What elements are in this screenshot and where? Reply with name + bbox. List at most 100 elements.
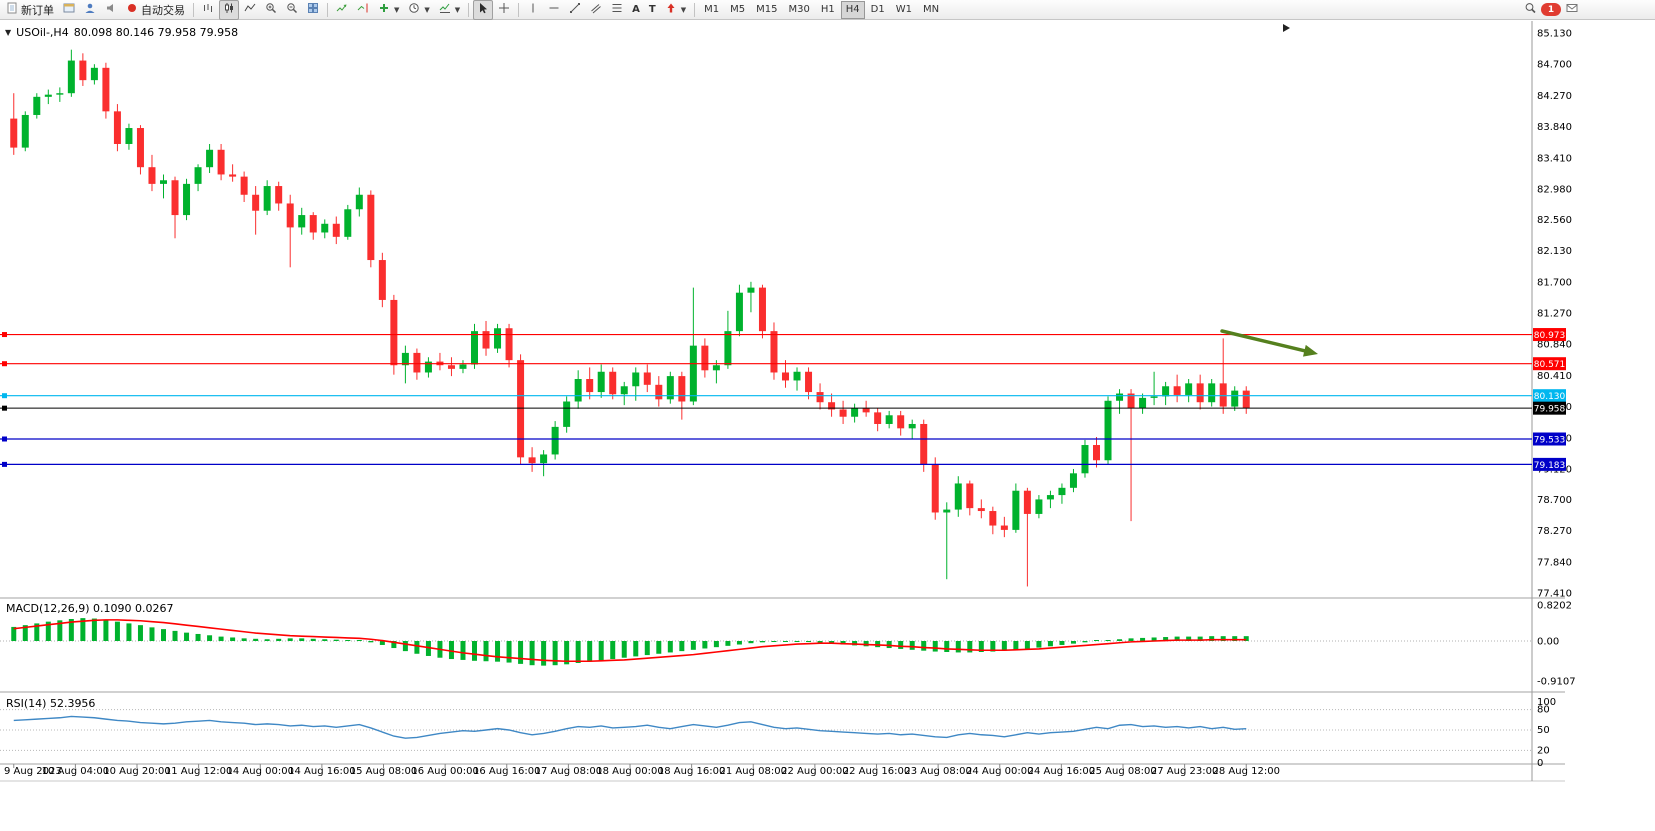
chart-line-button[interactable]	[240, 0, 260, 20]
svg-text:10 Aug 20:00: 10 Aug 20:00	[103, 766, 170, 777]
price-badges: 80.973 80.571 80.130 79.958 79.533 79.183	[1533, 328, 1566, 471]
new-chart-button[interactable]: ▼	[374, 0, 403, 20]
svg-text:83.840: 83.840	[1537, 122, 1572, 133]
timeframe-m5[interactable]: M5	[730, 4, 746, 15]
zoom-in-button[interactable]	[261, 0, 281, 20]
svg-text:77.840: 77.840	[1537, 557, 1572, 568]
chart-bars-button[interactable]	[198, 0, 218, 20]
chart-symbol-title: USOil-,H4	[16, 26, 69, 39]
line-chart-icon	[244, 2, 256, 17]
svg-text:23 Aug 08:00: 23 Aug 08:00	[904, 766, 971, 777]
svg-text:78.270: 78.270	[1537, 526, 1572, 537]
svg-text:0.8202: 0.8202	[1537, 600, 1572, 611]
trendline-button[interactable]	[565, 0, 585, 20]
chart-candles-button[interactable]	[219, 0, 239, 20]
chart-axes	[0, 21, 1565, 782]
svg-text:82.980: 82.980	[1537, 184, 1572, 195]
zoom-out-button[interactable]	[282, 0, 302, 20]
line-anchor-marker	[2, 393, 7, 399]
svg-text:81.270: 81.270	[1537, 309, 1572, 320]
svg-text:25 Aug 08:00: 25 Aug 08:00	[1089, 766, 1156, 777]
line-anchor-marker	[2, 461, 7, 467]
mail-button[interactable]	[1562, 0, 1582, 20]
horizontal-line-icon	[548, 2, 560, 17]
chevron-down-icon: ▼	[424, 5, 430, 14]
fibonacci-button[interactable]	[607, 0, 627, 20]
svg-text:14 Aug 00:00: 14 Aug 00:00	[227, 766, 294, 777]
terminal-window-button[interactable]	[59, 0, 79, 20]
svg-text:80.840: 80.840	[1537, 340, 1572, 351]
svg-text:11 Aug 12:00: 11 Aug 12:00	[165, 766, 232, 777]
svg-text:24 Aug 00:00: 24 Aug 00:00	[966, 766, 1033, 777]
svg-text:100: 100	[1537, 697, 1556, 708]
svg-text:85.130: 85.130	[1537, 29, 1572, 40]
toolbar-separator	[468, 2, 470, 17]
indicators-button[interactable]: ▼	[435, 0, 464, 20]
chart-shift-button[interactable]	[353, 0, 373, 20]
channel-button[interactable]	[586, 0, 606, 20]
zoom-in-icon	[265, 2, 277, 17]
text-tool-button[interactable]: A	[628, 0, 644, 20]
notification-badge[interactable]: 1	[1541, 3, 1561, 16]
new-order-label: 新订单	[21, 3, 54, 17]
price-axis: 85.130 84.700 84.270 83.840 83.410 82.980 82.5…	[1537, 29, 1572, 600]
label-tool-label: T	[648, 4, 656, 15]
svg-text:83.410: 83.410	[1537, 153, 1572, 164]
auto-scroll-icon	[336, 2, 348, 17]
svg-text:79.958: 79.958	[1534, 405, 1566, 415]
periods-button[interactable]: ▼	[404, 0, 433, 20]
timeframe-w1[interactable]: W1	[895, 4, 912, 15]
auto-trading-button[interactable]: 自动交易	[122, 0, 189, 20]
svg-text:28 Aug 12:00: 28 Aug 12:00	[1213, 766, 1280, 777]
svg-text:78.700: 78.700	[1537, 495, 1572, 506]
svg-text:81.700: 81.700	[1537, 277, 1572, 288]
svg-text:80.571: 80.571	[1534, 360, 1566, 370]
svg-text:24 Aug 16:00: 24 Aug 16:00	[1028, 766, 1095, 777]
macd-indicator-label: MACD(12,26,9) 0.1090 0.0267	[6, 602, 174, 615]
timeframe-d1[interactable]: D1	[870, 4, 885, 15]
sound-icon	[105, 2, 117, 17]
svg-text:9 Aug 2023: 9 Aug 2023	[4, 766, 62, 777]
timeframe-h1[interactable]: H1	[820, 4, 835, 15]
svg-text:18 Aug 00:00: 18 Aug 00:00	[596, 766, 663, 777]
price-badge	[1533, 389, 1566, 403]
mail-icon	[1566, 2, 1578, 17]
timeframe-m1[interactable]: M1	[704, 4, 720, 15]
profile-button[interactable]	[80, 0, 100, 20]
timeframe-h4[interactable]: H4	[840, 0, 865, 19]
svg-text:22 Aug 16:00: 22 Aug 16:00	[843, 766, 910, 777]
price-chart-canvas[interactable]: 85.130 84.700 84.270 83.840 83.410 82.980 82.5…	[0, 21, 1655, 811]
timeframe-mn[interactable]: MN	[922, 4, 940, 15]
bar-chart-icon	[202, 2, 214, 17]
one-click-trading-toggle-icon[interactable]: ▼	[5, 28, 12, 37]
vertical-line-button[interactable]	[523, 0, 543, 20]
svg-text:15 Aug 08:00: 15 Aug 08:00	[350, 766, 417, 777]
search-button[interactable]	[1520, 0, 1540, 20]
chevron-down-icon: ▼	[680, 5, 687, 14]
timeframe-m15[interactable]: M15	[756, 4, 778, 15]
label-tool-button[interactable]: T	[645, 0, 660, 20]
horizontal-line-button[interactable]	[544, 0, 564, 20]
cursor-button[interactable]	[473, 0, 494, 20]
timeframe-m30[interactable]: M30	[788, 4, 810, 15]
new-order-icon	[6, 2, 18, 17]
sound-button[interactable]	[101, 0, 121, 20]
toolbar-separator	[518, 2, 520, 17]
line-anchor-marker	[2, 361, 7, 367]
price-badge	[1533, 328, 1566, 342]
svg-text:82.560: 82.560	[1537, 215, 1572, 226]
crosshair-button[interactable]	[494, 0, 514, 20]
arrows-tool-button[interactable]: ▼	[661, 0, 690, 20]
svg-text:84.700: 84.700	[1537, 60, 1572, 71]
svg-text:17 Aug 08:00: 17 Aug 08:00	[535, 766, 602, 777]
rsi-indicator-label: RSI(14) 52.3956	[6, 697, 96, 710]
new-chart-icon	[378, 2, 390, 17]
new-order-button[interactable]: 新订单	[2, 0, 58, 20]
chart-window: ▼ USOil-,H4 80.098 80.146 79.958 79.958 …	[0, 21, 1655, 831]
tile-windows-button[interactable]	[303, 0, 323, 20]
auto-scroll-button[interactable]	[332, 0, 352, 20]
chart-title-row: ▼ USOil-,H4 80.098 80.146 79.958 79.958	[5, 26, 238, 39]
